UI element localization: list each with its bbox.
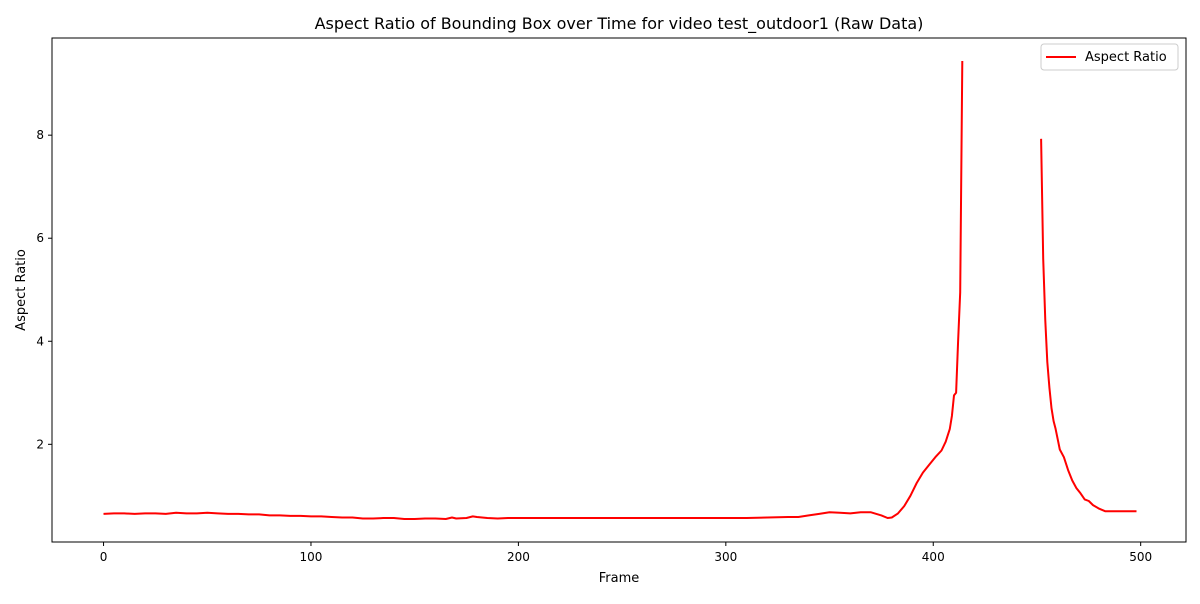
y-tick-label: 8 (36, 128, 44, 142)
x-tick-label: 100 (300, 550, 323, 564)
x-tick-label: 0 (100, 550, 108, 564)
chart-title: Aspect Ratio of Bounding Box over Time f… (315, 14, 924, 34)
y-axis: 2 4 6 8 (36, 128, 52, 451)
legend-box (1040, 43, 1179, 71)
legend: Aspect Ratio (1040, 43, 1179, 71)
series-line-segment (103, 60, 964, 520)
plot-area (103, 60, 1137, 520)
x-tick-label: 200 (507, 550, 530, 564)
x-tick-label: 300 (714, 550, 737, 564)
y-tick-label: 2 (36, 437, 44, 451)
x-tick-label: 500 (1129, 550, 1152, 564)
x-axis: 0 100 200 300 400 500 (100, 542, 1152, 564)
legend-label: Aspect Ratio (1085, 50, 1167, 65)
y-tick-label: 6 (36, 231, 44, 245)
y-tick-label: 4 (36, 334, 44, 348)
y-axis-label: Aspect Ratio (14, 249, 29, 331)
plot-frame (51, 37, 1187, 543)
x-axis-label: Frame (599, 571, 640, 586)
x-tick-label: 400 (922, 550, 945, 564)
series-line-segment (1040, 138, 1137, 513)
